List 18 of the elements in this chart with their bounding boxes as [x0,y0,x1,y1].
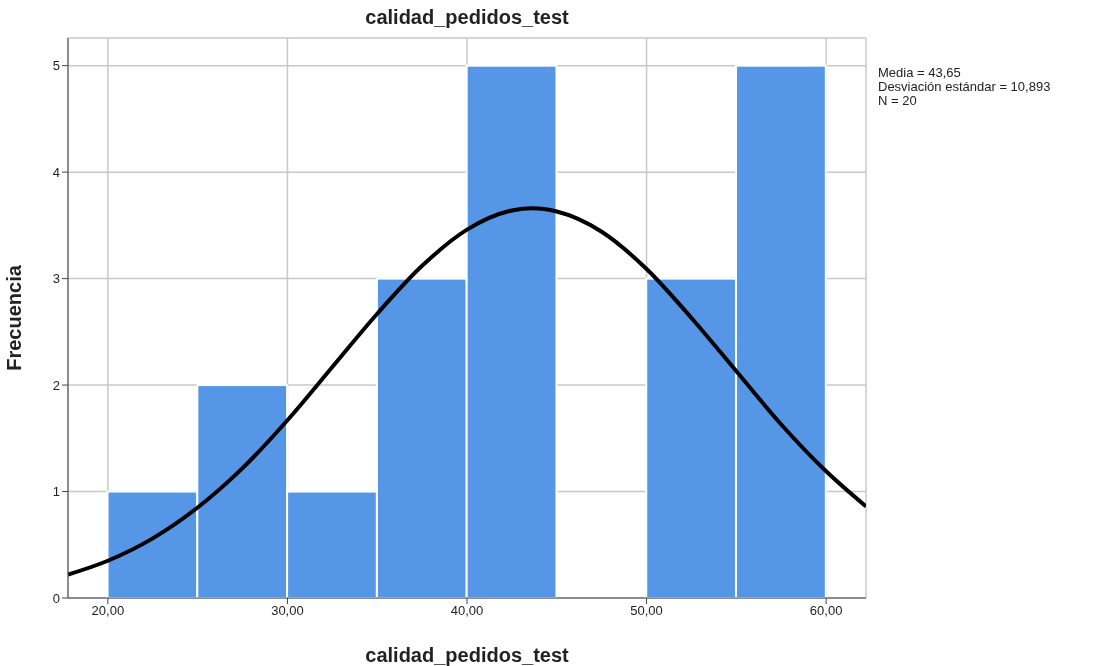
x-axis-title: calidad_pedidos_test [365,644,570,666]
chart-title: calidad_pedidos_test [364,6,570,29]
y-tick-label: 2 [52,377,60,393]
text: N = 20 [878,93,918,108]
y-tick-label: 4 [52,164,60,180]
line-series [68,206,866,577]
text: Media = 43,65 [878,65,962,80]
y-tick-label: 0 [52,590,60,606]
x-tick-label: 40,00 [450,603,484,619]
x-tick-label: 50,00 [630,603,663,619]
text: Desviación estándar = 10,893 [878,79,1051,94]
x-tick-label: 30,00 [271,603,304,619]
y-tick-label: 3 [52,271,60,287]
y-tick-label: 1 [52,484,60,500]
x-tick-label: 20,00 [91,603,125,619]
x-tick-label: 60,00 [809,603,843,619]
y-axis-title: Frecuencia [3,264,26,371]
y-tick-label: 5 [52,58,60,74]
